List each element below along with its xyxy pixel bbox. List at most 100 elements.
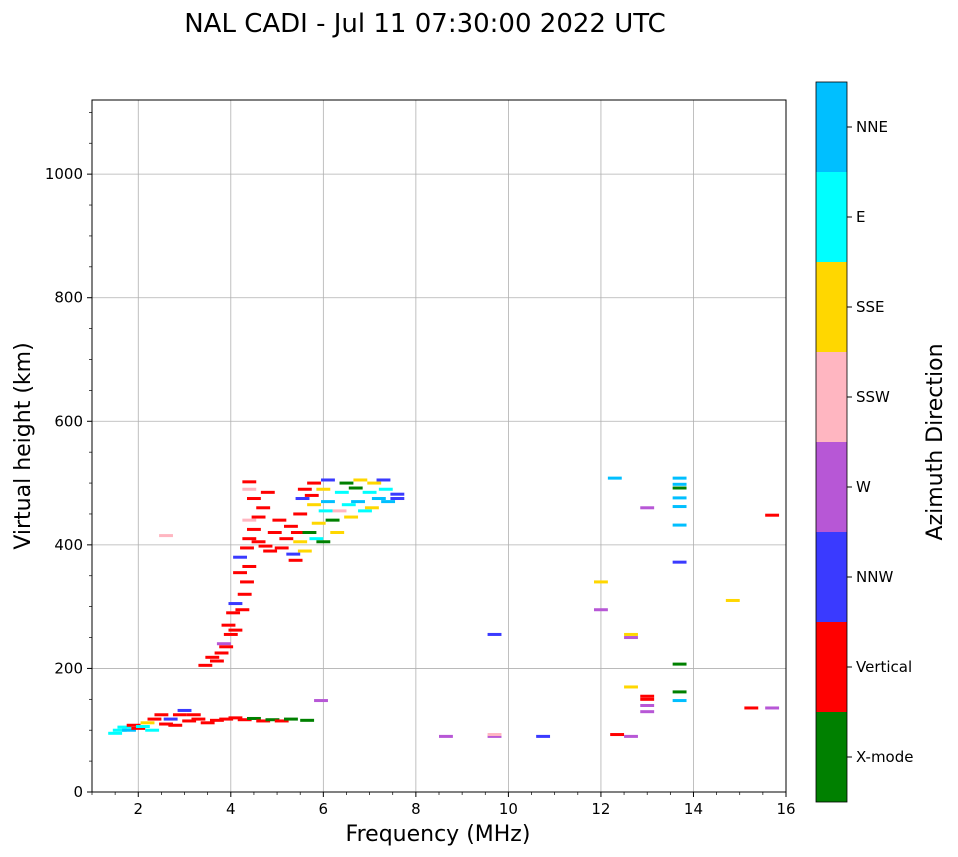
data-point-vertical	[221, 623, 236, 627]
data-point-vertical	[274, 719, 289, 723]
data-point-nne	[672, 699, 687, 703]
data-point-vertical	[191, 717, 206, 721]
data-point-vertical	[744, 706, 759, 710]
data-point-vertical	[256, 719, 271, 723]
x-tick-label: 6	[319, 800, 329, 818]
y-tick-label: 600	[54, 412, 83, 430]
colorbar-label: SSE	[856, 298, 885, 316]
data-point-w	[640, 710, 655, 714]
data-point-x-mode	[300, 718, 315, 722]
colorbar-segment-ssw	[816, 352, 847, 442]
data-point-e	[108, 731, 123, 735]
data-point-vertical	[219, 645, 234, 649]
data-point-vertical	[307, 481, 322, 485]
data-point-sse	[367, 481, 382, 485]
colorbar-segment-sse	[816, 262, 847, 352]
colorbar-label: Vertical	[856, 658, 912, 676]
data-point-sse	[624, 632, 638, 636]
x-axis-ticks: 2 4 6 8 10 12 14 16	[91, 792, 796, 818]
data-point-vertical	[209, 659, 224, 663]
x-tick-label: 16	[776, 800, 795, 818]
data-point-x-mode	[316, 540, 331, 544]
colorbar-label: NNE	[856, 118, 888, 136]
data-point-nne	[351, 500, 365, 504]
data-point-sse	[311, 521, 326, 525]
data-point-vertical	[272, 518, 287, 522]
colorbar-segment-w	[816, 442, 847, 532]
data-point-sse	[353, 478, 368, 482]
data-point-w	[439, 734, 453, 738]
data-point-x-mode	[672, 486, 687, 490]
data-point-vertical	[640, 697, 655, 701]
x-tick-label: 8	[411, 800, 421, 818]
data-point-vertical	[233, 571, 247, 575]
data-point-vertical	[226, 611, 241, 615]
data-point-vertical	[172, 713, 187, 717]
data-point-vertical	[168, 723, 183, 727]
data-point-nne	[381, 500, 396, 504]
y-tick-label: 200	[54, 659, 83, 677]
data-point-w	[640, 704, 655, 707]
chart-title: NAL CADI - Jul 11 07:30:00 2022 UTC	[184, 9, 666, 39]
colorbar-label: W	[856, 478, 871, 496]
data-point-x-mode	[265, 718, 280, 722]
data-point-vertical	[223, 632, 238, 636]
colorbar-label: X-mode	[856, 748, 913, 766]
data-point-sse	[344, 515, 359, 519]
data-point-nnw	[321, 478, 335, 482]
colorbar-segment-vertical	[816, 622, 847, 712]
data-point-vertical	[260, 490, 275, 494]
y-axis-ticks: 0 200 400 600 800 1000	[45, 112, 92, 801]
data-point-nnw	[286, 552, 301, 556]
data-point-vertical	[131, 726, 146, 730]
data-point-vertical	[279, 537, 294, 541]
colorbar: X-mode Vertical NNW W SSW SSE E NNE	[815, 81, 913, 803]
data-point-nnw	[536, 734, 551, 738]
data-point-w	[216, 642, 231, 646]
data-point-nne	[607, 476, 622, 480]
data-point-x-mode	[246, 716, 261, 720]
data-point-e	[309, 537, 324, 541]
data-point-nnw	[233, 555, 247, 559]
data-point-sse	[364, 506, 379, 510]
data-point-e	[334, 490, 349, 494]
data-point-nnw	[177, 708, 192, 712]
data-point-nne	[672, 476, 687, 480]
data-points	[108, 476, 780, 738]
y-tick-label: 0	[73, 783, 83, 801]
data-point-vertical	[198, 663, 213, 667]
data-point-vertical	[290, 531, 305, 534]
data-point-vertical	[214, 651, 229, 655]
colorbar-frame	[815, 81, 848, 803]
data-point-sse	[293, 540, 308, 544]
data-point-sse	[725, 598, 740, 602]
data-point-sse	[316, 487, 331, 491]
data-point-vertical	[765, 513, 780, 517]
data-point-vertical	[610, 733, 625, 737]
colorbar-label: NNW	[856, 568, 893, 586]
y-tick-label: 1000	[45, 165, 83, 183]
data-point-vertical	[154, 713, 169, 717]
y-tick-label: 800	[54, 289, 83, 307]
data-point-ssw	[487, 733, 502, 737]
data-point-w	[765, 706, 780, 710]
data-point-sse	[330, 531, 345, 534]
data-point-sse	[593, 580, 608, 584]
data-point-e	[145, 728, 160, 732]
data-point-w	[487, 734, 502, 738]
data-point-vertical	[288, 558, 303, 562]
data-point-vertical	[186, 713, 201, 717]
data-point-vertical	[267, 531, 282, 534]
data-point-e	[112, 728, 127, 732]
y-axis-label: Virtual height (km)	[11, 342, 36, 549]
data-point-vertical	[240, 546, 254, 550]
data-point-vertical	[258, 544, 273, 548]
data-point-sse	[307, 503, 322, 507]
data-point-w	[624, 734, 638, 738]
data-point-vertical	[297, 487, 312, 491]
data-point-w	[314, 699, 328, 703]
data-point-e	[341, 503, 356, 507]
data-point-nne	[672, 496, 687, 500]
data-point-vertical	[304, 493, 319, 497]
